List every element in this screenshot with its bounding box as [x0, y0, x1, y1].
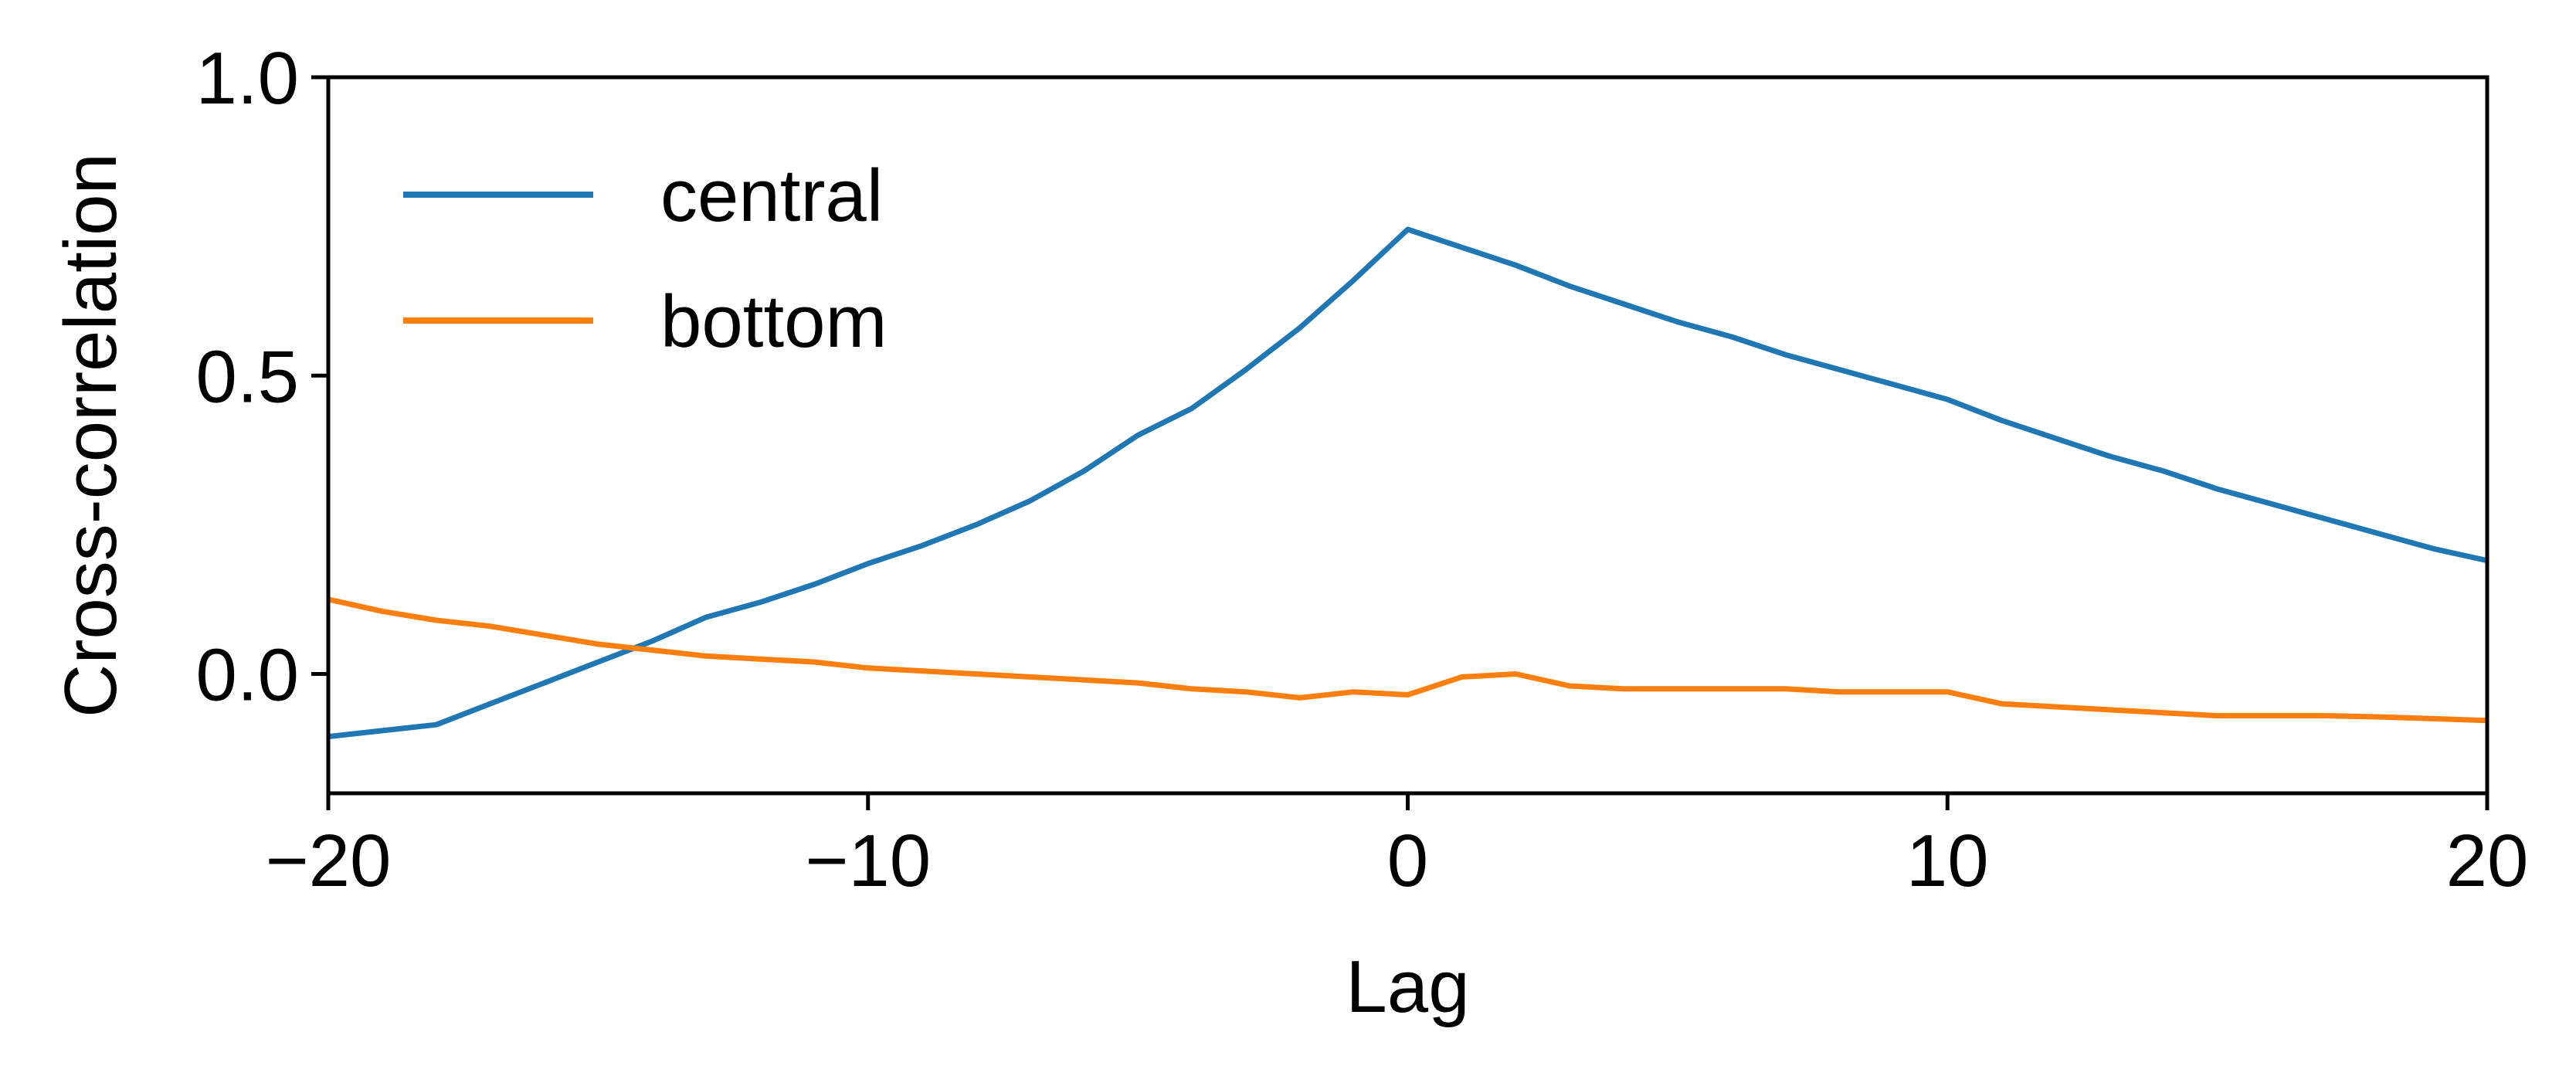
y-tick-label: 0.0	[196, 634, 299, 717]
y-tick-label: 0.5	[196, 335, 299, 418]
legend-label-bottom: bottom	[660, 280, 887, 363]
x-axis: −20 −10 0 10 20	[266, 793, 2529, 902]
x-tick-label: 20	[2446, 820, 2529, 902]
series-line-central	[328, 226, 2487, 740]
x-tick-label: 0	[1387, 820, 1428, 902]
plot-lines	[328, 226, 2487, 740]
x-axis-label: Lag	[1346, 945, 1469, 1028]
plot-frame	[326, 75, 2489, 796]
legend-label-central: central	[660, 154, 883, 237]
y-axis: 0.0 0.5 1.0	[196, 37, 328, 717]
legend: central bottom	[403, 154, 887, 363]
y-axis-label: Cross-correlation	[49, 153, 132, 718]
x-tick-label: 10	[1906, 820, 1989, 902]
x-tick-label: −20	[266, 820, 392, 902]
y-tick-label: 1.0	[196, 37, 299, 120]
series-line-bottom	[328, 596, 2487, 724]
x-tick-label: −10	[805, 820, 931, 902]
